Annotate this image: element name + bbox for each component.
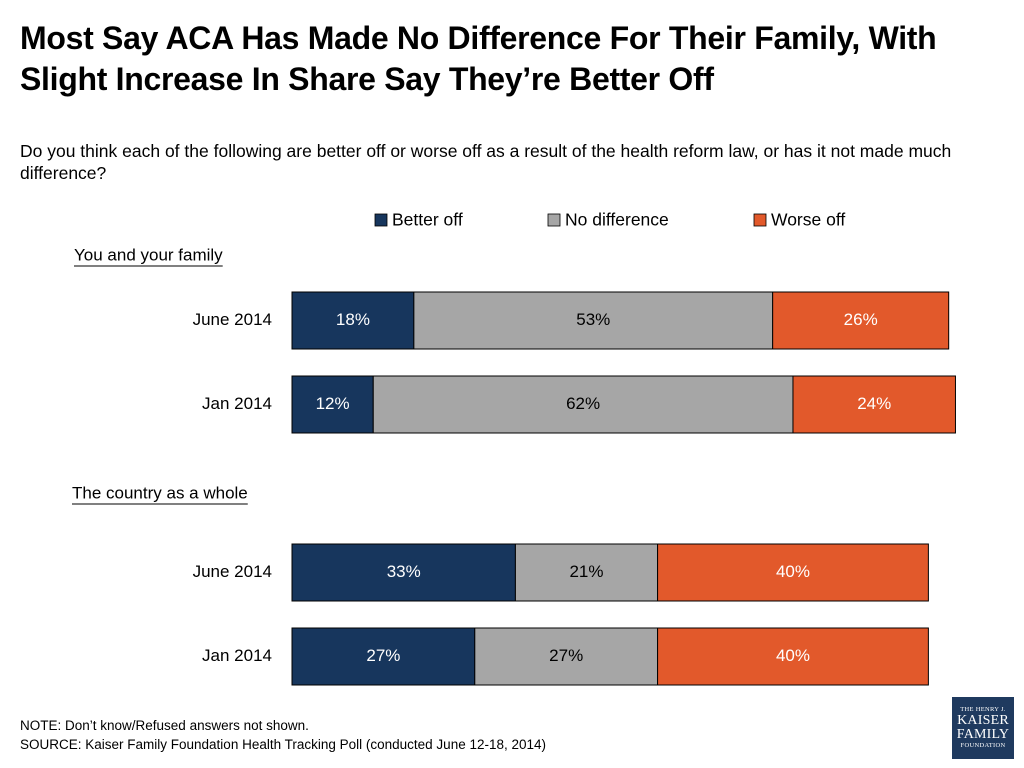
legend-item-worse-off: Worse off: [753, 210, 845, 230]
chart-notes: NOTE: Don’t know/Refused answers not sho…: [20, 716, 546, 754]
category-label: June 2014: [193, 562, 272, 581]
bar-row-june-2014: June 2014 33% 21% 40%: [193, 543, 929, 602]
legend-label-better-off: Better off: [392, 210, 463, 230]
logo-line-1: THE HENRY J.: [960, 706, 1006, 713]
data-label-worse-off: 24%: [857, 394, 891, 413]
note-text: NOTE: Don’t know/Refused answers not sho…: [20, 718, 309, 733]
category-label: June 2014: [193, 310, 272, 329]
data-label-worse-off: 40%: [776, 646, 810, 665]
legend-item-no-difference: No difference: [547, 210, 669, 230]
data-label-better-off: 33%: [387, 562, 421, 581]
bar-segment-worse-off: [657, 627, 929, 686]
bar-segment-no-difference: [372, 375, 794, 434]
data-label-no-difference: 21%: [569, 562, 603, 581]
bar-segment-worse-off: [792, 375, 956, 434]
data-label-better-off: 18%: [336, 310, 370, 329]
chart-plot-area: You and your family June 2014 18% 53% 26% Jan…: [72, 245, 956, 686]
bar-segment-no-difference: [413, 291, 774, 350]
data-label-better-off: 27%: [366, 646, 400, 665]
data-label-no-difference: 53%: [576, 310, 610, 329]
data-label-no-difference: 27%: [549, 646, 583, 665]
source-text: SOURCE: Kaiser Family Foundation Health …: [20, 737, 547, 752]
legend-item-better-off: Better off: [374, 210, 463, 230]
bar-row-june-2014: June 2014 18% 53% 26%: [193, 291, 950, 350]
bar-row-jan-2014: Jan 2014 27% 27% 40%: [202, 627, 929, 686]
chart-legend: Better off No difference Worse off: [374, 210, 845, 230]
bar-segment-worse-off: [657, 543, 929, 602]
kff-logo: THE HENRY J. KAISER FAMILY FOUNDATION: [952, 697, 1014, 759]
category-label: Jan 2014: [202, 394, 272, 413]
legend-label-no-difference: No difference: [565, 210, 669, 230]
bar-segment-no-difference: [474, 627, 659, 686]
bar-segment-no-difference: [514, 543, 659, 602]
chart-title: Most Say ACA Has Made No Difference For …: [20, 20, 937, 97]
legend-swatch-better-off: [374, 213, 388, 227]
data-label-worse-off: 40%: [776, 562, 810, 581]
logo-line-3: FAMILY: [956, 727, 1010, 742]
group-the-country-as-a-whole: The country as a whole June 2014 33% 21% 40%…: [72, 483, 929, 686]
chart-subtitle: Do you think each of the following are b…: [20, 141, 952, 183]
category-label: Jan 2014: [202, 646, 272, 665]
bar-segment-better-off: [291, 627, 476, 686]
data-label-no-difference: 62%: [566, 394, 600, 413]
data-label-better-off: 12%: [316, 394, 350, 413]
group-label: You and your family: [74, 245, 223, 264]
data-label-worse-off: 26%: [844, 310, 878, 329]
logo-line-4: FOUNDATION: [960, 742, 1006, 749]
bar-row-jan-2014: Jan 2014 12% 62% 24%: [202, 375, 956, 434]
logo-line-2: KAISER: [957, 713, 1009, 728]
bar-segment-better-off: [291, 543, 516, 602]
group-label: The country as a whole: [72, 483, 248, 502]
legend-label-worse-off: Worse off: [771, 210, 845, 230]
bar-segment-worse-off: [772, 291, 950, 350]
group-you-and-your-family: You and your family June 2014 18% 53% 26% Jan…: [74, 245, 956, 434]
bar-segment-better-off: [291, 375, 374, 434]
legend-swatch-no-difference: [547, 213, 561, 227]
legend-swatch-worse-off: [753, 213, 767, 227]
